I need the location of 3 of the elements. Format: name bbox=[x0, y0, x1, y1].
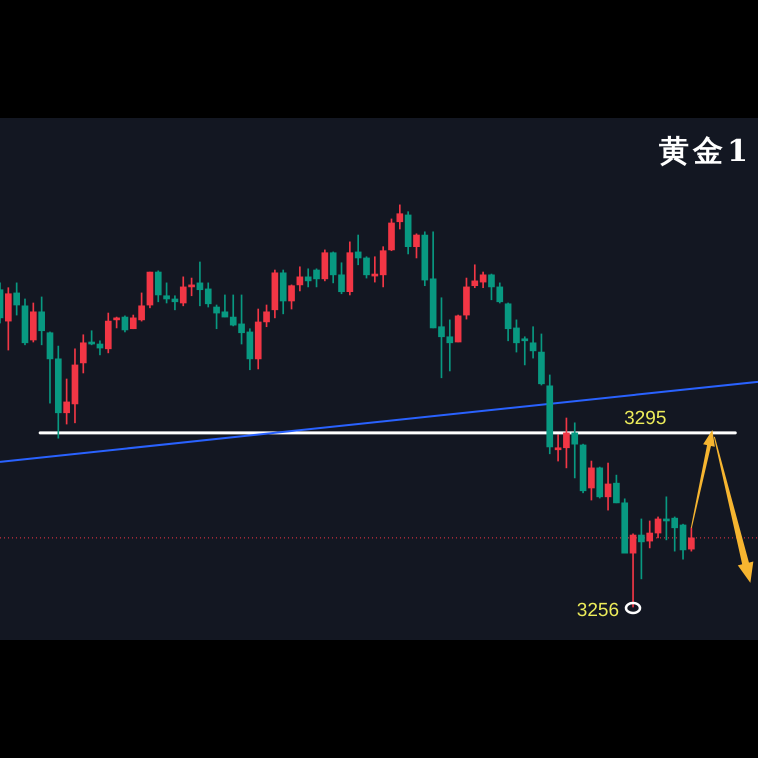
chart-title: 黄金1 bbox=[659, 134, 752, 169]
annotation: 3295 bbox=[624, 408, 666, 429]
annotation: 3256 bbox=[576, 600, 620, 622]
